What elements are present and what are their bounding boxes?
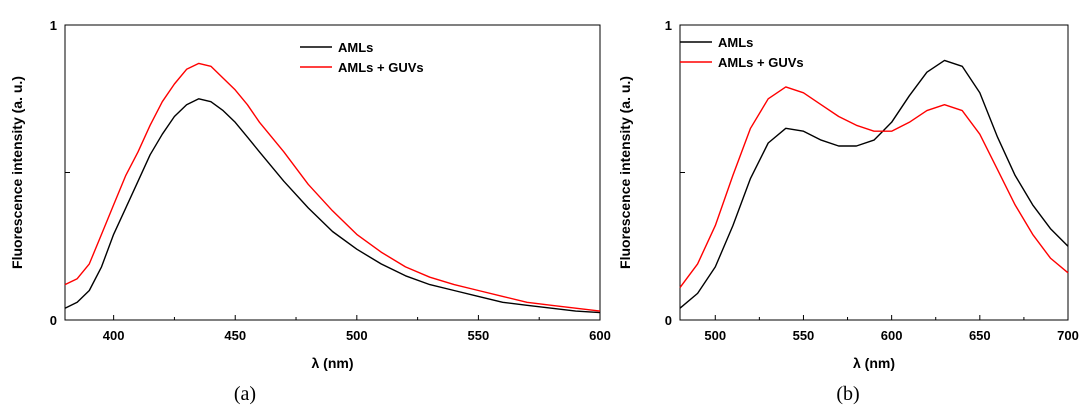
x-tick-label: 600 [881, 328, 903, 343]
x-tick-label: 450 [224, 328, 246, 343]
y-tick-label: 1 [665, 18, 672, 33]
y-tick-label: 1 [50, 18, 57, 33]
legend-label: AMLs [718, 35, 753, 50]
legend-label: AMLs [338, 40, 373, 55]
series-line-amls-guvs [679, 86, 1069, 289]
y-tick-label: 0 [50, 313, 57, 328]
series-line-amls [64, 98, 601, 314]
x-axis-label: λ (nm) [312, 355, 354, 371]
x-tick-label: 600 [589, 328, 611, 343]
x-tick-label: 500 [704, 328, 726, 343]
series-line-amls [679, 59, 1069, 309]
x-tick-label: 550 [468, 328, 490, 343]
x-axis-label: λ (nm) [853, 355, 895, 371]
y-tick-label: 0 [665, 313, 672, 328]
series-line-amls-guvs [64, 62, 601, 312]
panel-caption: (b) [836, 383, 859, 405]
x-tick-label: 500 [346, 328, 368, 343]
x-tick-label: 550 [793, 328, 815, 343]
legend-label: AMLs + GUVs [338, 60, 424, 75]
x-tick-label: 650 [969, 328, 991, 343]
y-axis-label: Fluorescence intensity (a. u.) [617, 76, 633, 269]
plot-frame-0 [64, 24, 601, 321]
x-tick-label: 700 [1057, 328, 1079, 343]
y-axis-label: Fluorescence intensity (a. u.) [9, 76, 25, 269]
x-tick-label: 400 [103, 328, 125, 343]
panel-caption: (a) [234, 383, 256, 405]
legend-label: AMLs + GUVs [718, 55, 804, 70]
